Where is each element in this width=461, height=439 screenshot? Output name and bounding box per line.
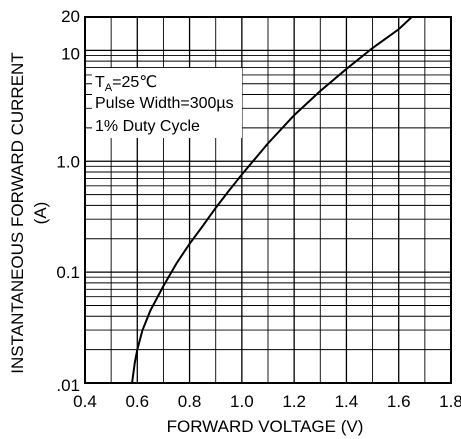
y-tick-label: 20 xyxy=(61,7,80,26)
y-tick-label: .01 xyxy=(56,376,80,395)
annotation-duty-cycle: 1% Duty Cycle xyxy=(95,118,200,135)
y-axis-tick-labels: .01 0.1 1.0 10 20 xyxy=(56,7,80,395)
annotation-background xyxy=(92,68,242,138)
x-axis-tick-labels: 0.4 0.6 0.8 1.0 1.2 1.4 1.6 1.8 xyxy=(73,392,461,411)
x-tick-label: 1.6 xyxy=(387,392,411,411)
y-tick-label: 0.1 xyxy=(56,263,80,282)
x-tick-label: 1.0 xyxy=(230,392,254,411)
x-tick-label: 1.4 xyxy=(335,392,359,411)
series-line-forward-current xyxy=(131,16,413,384)
annotation-pulse-width: Pulse Width=300µs xyxy=(95,95,234,112)
y-axis-title-line2: (A) xyxy=(31,202,50,225)
x-tick-label: 1.8 xyxy=(439,392,461,411)
x-tick-label: 0.4 xyxy=(73,392,97,411)
x-tick-label: 0.6 xyxy=(125,392,149,411)
x-axis-title: FORWARD VOLTAGE (V) xyxy=(167,417,364,436)
x-tick-label: 1.2 xyxy=(282,392,306,411)
annotation-temperature: TA=25℃ xyxy=(95,74,157,94)
annotation-box: TA=25℃ Pulse Width=300µs 1% Duty Cycle xyxy=(92,68,242,138)
y-tick-label: 1.0 xyxy=(56,152,80,171)
x-tick-label: 0.8 xyxy=(178,392,202,411)
y-axis-title-line1: INSTANTANEOUS FORWARD CURRENT xyxy=(8,52,27,373)
y-tick-label: 10 xyxy=(61,44,80,63)
plot-frame xyxy=(84,16,452,384)
